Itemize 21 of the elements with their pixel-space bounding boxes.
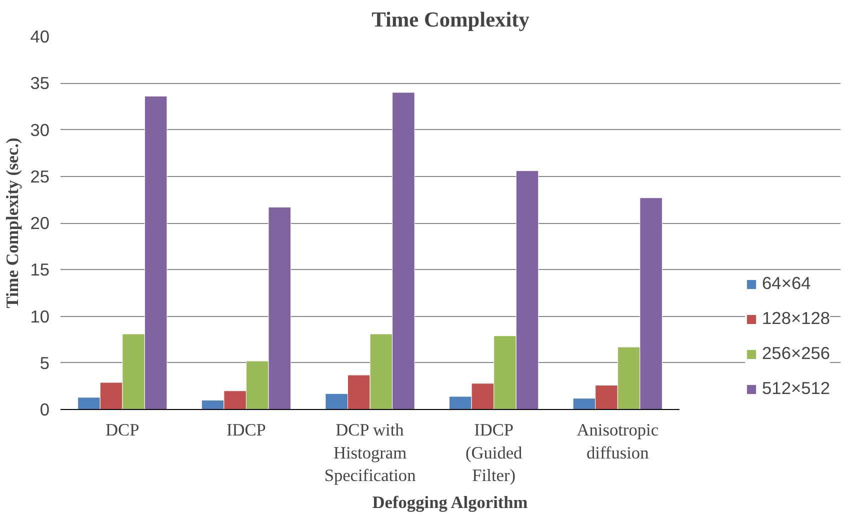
legend-label: 64×64 <box>762 273 811 294</box>
x-tick-label: DCP <box>106 420 140 440</box>
legend-label: 256×256 <box>762 343 830 364</box>
y-tick-label: 40 <box>30 26 50 46</box>
chart-title: Time Complexity <box>372 8 530 32</box>
y-tick-label: 15 <box>30 260 50 280</box>
legend-label: 128×128 <box>762 308 830 329</box>
y-tick-label: 30 <box>30 120 50 140</box>
y-tick-label: 35 <box>30 73 50 94</box>
legend-label: 512×512 <box>762 378 830 399</box>
x-tick-label: Anisotropic diffusion <box>576 420 659 462</box>
x-axis-title: Defogging Algorithm <box>372 493 528 512</box>
y-tick-label: 20 <box>30 213 50 233</box>
x-tick-label: IDCP (Guided Filter) <box>465 420 523 486</box>
y-tick-label: 0 <box>40 400 50 420</box>
y-tick-label: 25 <box>30 166 50 186</box>
y-tick-label: 10 <box>30 306 50 326</box>
y-axis-title: Time Complexity (sec.) <box>3 138 22 308</box>
x-tick-label: DCP with Histogram Specification <box>324 420 416 486</box>
y-tick-label: 5 <box>40 352 50 373</box>
x-tick-label: IDCP <box>226 420 266 440</box>
